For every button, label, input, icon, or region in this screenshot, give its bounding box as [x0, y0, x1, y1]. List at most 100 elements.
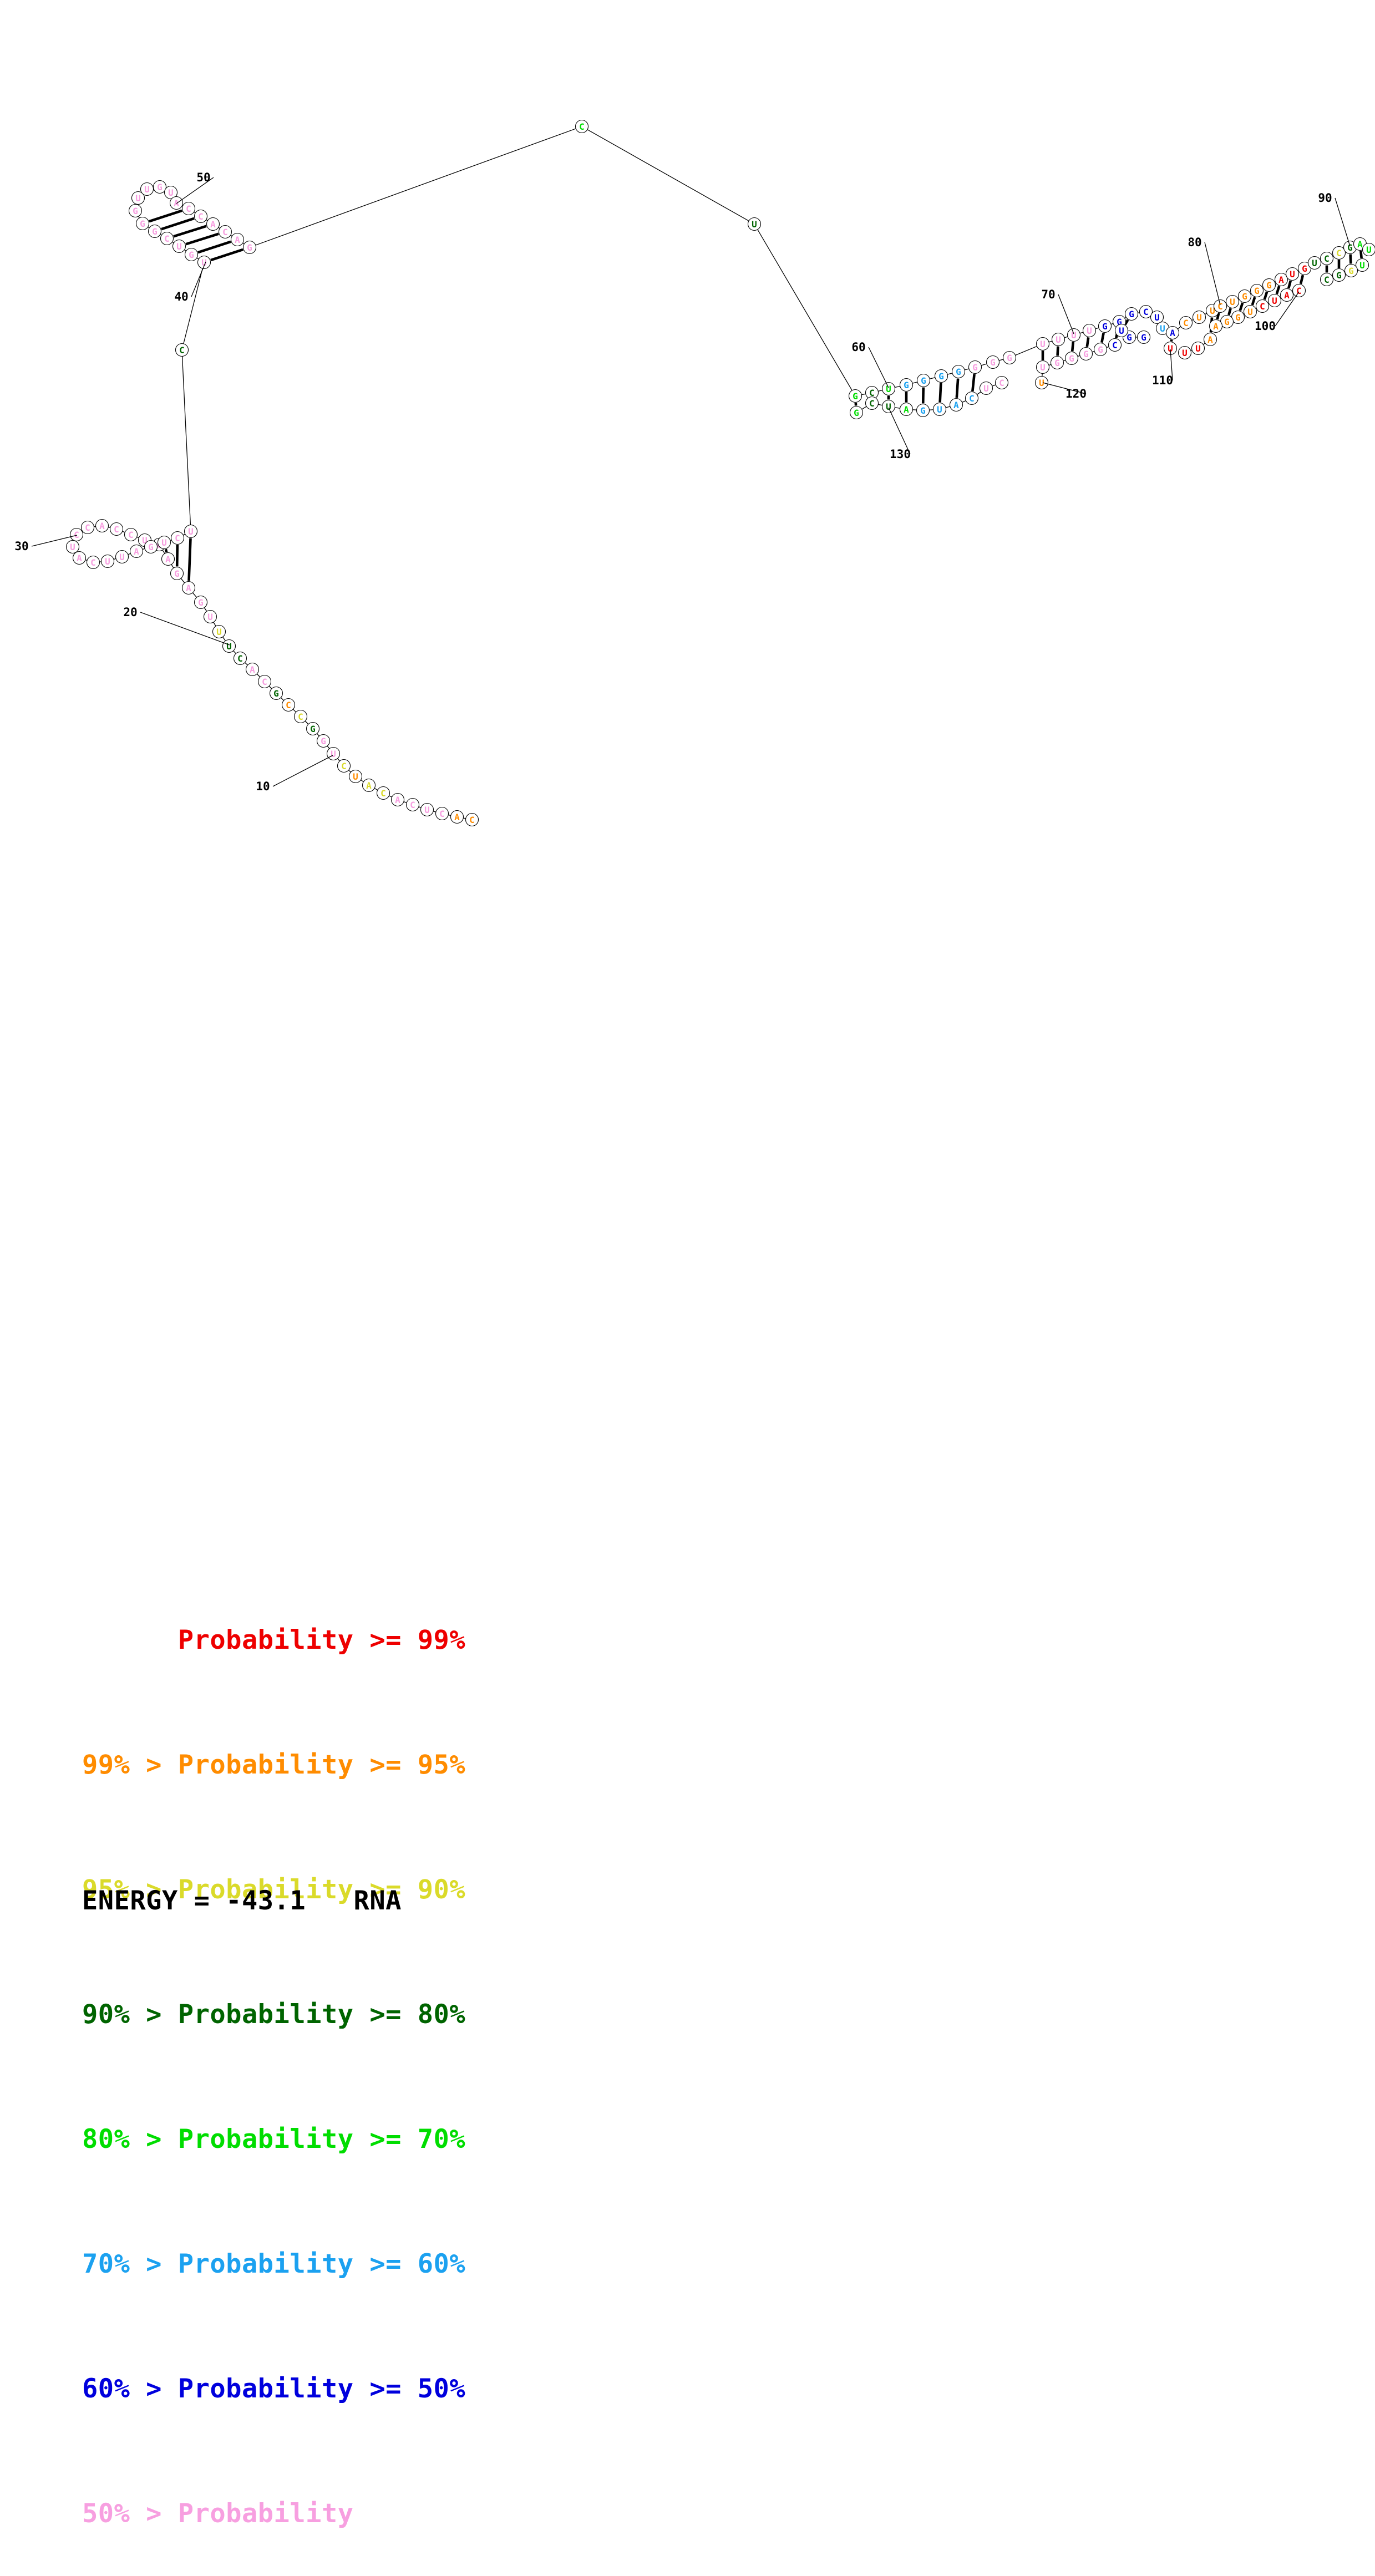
nucleotide-letter: U: [1195, 343, 1201, 354]
nucleotide-letter: A: [1284, 290, 1290, 301]
nucleotide-letter: G: [1266, 280, 1272, 291]
nucleotide: C: [1321, 273, 1333, 286]
nucleotide: G: [987, 356, 999, 369]
nucleotide-letter: U: [1290, 269, 1295, 280]
backbone-link: [878, 390, 882, 392]
nucleotide: G: [1080, 348, 1093, 360]
nucleotide: A: [130, 545, 143, 558]
nucleotide: U: [882, 400, 895, 413]
nucleotide-letter: C: [341, 761, 347, 771]
nucleotide-letter: C: [164, 233, 170, 244]
nucleotide-letter: C: [469, 815, 475, 825]
nucleotide: U: [158, 536, 171, 549]
position-label: 80: [1188, 236, 1201, 249]
nucleotide-letter: C: [380, 788, 386, 799]
backbone-link: [1049, 341, 1052, 342]
nucleotide: A: [182, 582, 195, 595]
nucleotide-letter: A: [1207, 334, 1213, 345]
base-pair-bond: [1087, 337, 1088, 347]
nucleotide: U: [1036, 377, 1048, 389]
position-leader-line: [191, 262, 206, 297]
nucleotide-letter: G: [1098, 344, 1103, 355]
nucleotide-letter: U: [176, 241, 182, 252]
nucleotide: A: [246, 663, 259, 676]
nucleotide: A: [1166, 327, 1179, 339]
nucleotide: U: [198, 256, 211, 269]
backbone-link: [1095, 328, 1099, 329]
backbone-link: [214, 622, 216, 626]
backbone-link: [171, 565, 174, 568]
nucleotide-letter: U: [1196, 312, 1202, 323]
backbone-link: [349, 770, 351, 773]
nucleotide: C: [234, 652, 247, 665]
nucleotide-letter: U: [168, 187, 174, 198]
nucleotide: C: [295, 710, 307, 723]
nucleotide-letter: G: [174, 568, 180, 579]
base-pair-bond: [940, 383, 941, 402]
base-pair-bond: [1265, 292, 1267, 299]
nucleotide: G: [935, 370, 948, 383]
nucleotide-letter: U: [1312, 258, 1317, 268]
position-label: 50: [196, 171, 210, 184]
nucleotide: G: [1138, 331, 1150, 344]
position-label: 30: [14, 540, 28, 553]
nucleotide: U: [349, 770, 362, 783]
backbone-link: [183, 534, 185, 535]
backbone-link: [361, 780, 364, 781]
nucleotide-letter: C: [286, 700, 291, 710]
nucleotide-letter: C: [439, 809, 445, 819]
nucleotide-letter: C: [969, 393, 975, 404]
nucleotide: A: [1281, 289, 1293, 302]
backbone-link: [143, 548, 145, 549]
backbone-link: [947, 373, 952, 374]
backbone-link: [245, 663, 248, 665]
position-leader-line: [1335, 198, 1350, 246]
backbone-link: [192, 593, 196, 597]
nucleotide: U: [1083, 324, 1096, 337]
backbone-link: [862, 407, 866, 409]
nucleotide-letter: G: [189, 250, 194, 260]
nucleotide-letter: U: [1040, 362, 1046, 373]
nucleotide-letter: U: [188, 526, 194, 537]
nucleotide-letter: U: [353, 771, 358, 782]
backbone-link: [895, 386, 900, 387]
nucleotide: U: [1244, 306, 1257, 318]
backbone-link: [1205, 313, 1206, 314]
nucleotide-letter: G: [321, 736, 326, 746]
nucleotide-letter: U: [983, 383, 989, 394]
nucleotide: G: [136, 217, 149, 230]
nucleotide-layer: CACUCACAUCUGGCCGCACUUUGAGAGUCCACCUACUUAG…: [67, 120, 1375, 826]
nucleotide: U: [213, 626, 226, 638]
position-leader-line: [869, 347, 889, 388]
nucleotide: U: [421, 804, 434, 816]
backbone-link: [257, 674, 260, 677]
nucleotide-letter: G: [273, 688, 279, 699]
backbone-link: [389, 796, 392, 797]
backbone-link: [965, 369, 969, 370]
nucleotide: G: [1051, 357, 1064, 369]
backbone-link: [930, 378, 935, 379]
legend-row-7: 50% > Probability: [82, 2493, 465, 2534]
nucleotide-letter: G: [854, 408, 859, 418]
nucleotide: C: [1109, 339, 1122, 352]
nucleotide: G: [1251, 284, 1264, 297]
nucleotide: G: [307, 723, 319, 735]
nucleotide-letter: A: [1278, 275, 1284, 285]
nucleotide: G: [1263, 279, 1276, 292]
nucleotide-letter: C: [298, 712, 303, 722]
nucleotide-letter: U: [1182, 348, 1188, 358]
nucleotide-letter: U: [937, 404, 942, 415]
nucleotide-letter: G: [1083, 349, 1089, 359]
nucleotide-letter: C: [999, 378, 1004, 388]
nucleotide: U: [173, 240, 186, 253]
base-pair-bond: [1072, 342, 1073, 351]
nucleotide: G: [917, 404, 930, 417]
nucleotide: C: [377, 787, 390, 800]
nucleotide: U: [327, 748, 340, 760]
backbone-link: [981, 364, 987, 365]
nucleotide-letter: G: [956, 367, 961, 377]
nucleotide: C: [1180, 317, 1193, 329]
nucleotide-letter: C: [1324, 275, 1330, 285]
nucleotide: U: [1286, 268, 1299, 281]
